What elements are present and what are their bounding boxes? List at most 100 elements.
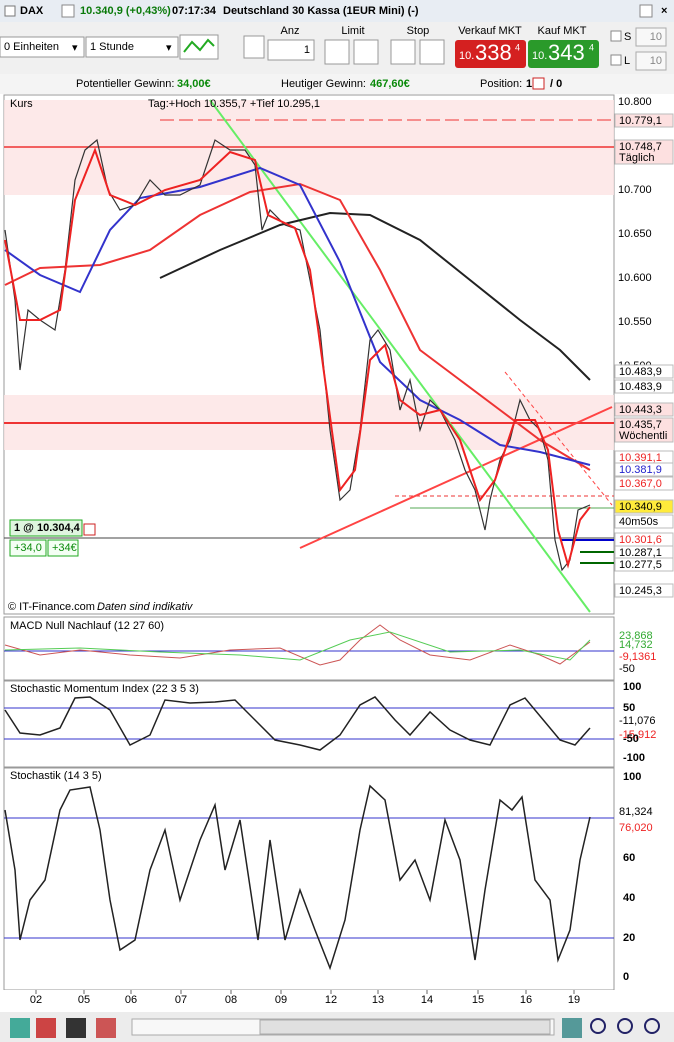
macd-tick: 14,732 bbox=[619, 639, 653, 651]
position-long: 1 bbox=[526, 78, 532, 90]
limit-sell[interactable] bbox=[353, 39, 379, 65]
buy-prefix: 10. bbox=[532, 50, 547, 62]
icon bbox=[183, 38, 215, 53]
tool-button[interactable] bbox=[562, 1018, 582, 1038]
price-marker-label: 10.748,7 bbox=[619, 141, 662, 153]
price-marker bbox=[614, 499, 674, 514]
note: Daten sind indikativ bbox=[97, 601, 194, 613]
smi-tick: -100 bbox=[623, 752, 645, 764]
dropdown-arrow: ▾ bbox=[166, 42, 172, 54]
smi-tick: -11,076 bbox=[619, 715, 656, 727]
moving-average bbox=[4, 166, 591, 466]
order-box[interactable] bbox=[9, 519, 83, 537]
sell-label: Verkauf MKT bbox=[458, 25, 522, 37]
price-marker bbox=[614, 557, 674, 572]
price-marker bbox=[614, 379, 674, 394]
title-bar bbox=[0, 0, 674, 22]
limit-buy[interactable] bbox=[324, 39, 350, 65]
today-label: Heutiger Gewinn: bbox=[281, 78, 366, 90]
smi-line bbox=[4, 696, 591, 751]
smi-tick: -50 bbox=[623, 733, 639, 745]
units: 0 Einheiten bbox=[4, 41, 59, 53]
close-position[interactable] bbox=[532, 77, 545, 90]
moving-average bbox=[159, 211, 591, 381]
stoch-panel bbox=[3, 767, 615, 991]
price-marker-label: 10.287,1 bbox=[619, 547, 662, 559]
zoom-fit[interactable] bbox=[590, 1018, 606, 1034]
l-input[interactable] bbox=[635, 51, 667, 71]
price-marker-label: 40m50s bbox=[619, 516, 659, 528]
scroll-thumb[interactable] bbox=[259, 1019, 551, 1035]
settings-button[interactable] bbox=[243, 35, 265, 59]
stoch-tick: 100 bbox=[623, 771, 641, 783]
menu-button[interactable] bbox=[61, 4, 75, 18]
trend-line bbox=[299, 406, 613, 549]
instrument: Deutschland 30 Kassa (1EUR Mini) (-) bbox=[223, 5, 419, 17]
tool-button[interactable] bbox=[66, 1018, 86, 1038]
stop-sell[interactable] bbox=[419, 39, 445, 65]
moving-average bbox=[4, 182, 591, 471]
stop-buy[interactable] bbox=[390, 39, 416, 65]
qty-input[interactable] bbox=[267, 39, 315, 61]
price-tick: 10.650 bbox=[618, 228, 652, 240]
price-line bbox=[4, 138, 591, 572]
restore-button[interactable] bbox=[639, 4, 653, 18]
tool-button[interactable] bbox=[10, 1018, 30, 1038]
tool-button[interactable] bbox=[36, 1018, 56, 1038]
s-check[interactable] bbox=[610, 30, 622, 42]
panel-title: Stochastik (14 3 5) bbox=[10, 770, 102, 782]
close-button[interactable]: × bbox=[661, 5, 667, 17]
price-marker-label: 10.340,9 bbox=[619, 501, 662, 513]
zoom-out[interactable] bbox=[617, 1018, 633, 1034]
panel-title: Stochastic Momentum Index (22 3 5 3) bbox=[10, 683, 199, 695]
quote: 10.340,9 (+0,43%) bbox=[80, 5, 171, 17]
day-info: Tag:+Hoch 10.355,7 +Tief 10.295,1 bbox=[148, 98, 320, 110]
fast-average bbox=[4, 147, 591, 569]
smi-tick: 100 bbox=[623, 681, 641, 693]
price-marker-label: 10.391,1 bbox=[619, 452, 662, 464]
x-tick-label: 15 bbox=[472, 994, 484, 1006]
limit-label: Limit bbox=[341, 25, 364, 37]
position-short: / 0 bbox=[550, 78, 562, 90]
price-marker-label: 10.443,3 bbox=[619, 404, 662, 416]
price-marker bbox=[614, 514, 674, 529]
checkbox[interactable] bbox=[4, 5, 16, 17]
pl-points: +34,0 bbox=[14, 542, 42, 554]
panel-title: Kurs bbox=[10, 98, 33, 110]
smi-tick: 50 bbox=[623, 702, 635, 714]
smi-panel bbox=[3, 680, 615, 768]
buy-suffix: 4 bbox=[589, 42, 594, 52]
price-marker bbox=[614, 583, 674, 598]
l-check[interactable] bbox=[610, 54, 622, 66]
smi-tick: -15,912 bbox=[619, 729, 656, 741]
buy-button[interactable] bbox=[528, 40, 599, 68]
price-marker bbox=[614, 113, 674, 128]
stoch-tick: 40 bbox=[623, 892, 635, 904]
macd-panel bbox=[3, 616, 615, 681]
today-value: 467,60€ bbox=[370, 78, 410, 90]
x-tick-label: 12 bbox=[325, 994, 337, 1006]
interval-dropdown[interactable] bbox=[85, 36, 179, 58]
sell-price: 338 bbox=[475, 40, 512, 65]
macd-tick: -50 bbox=[619, 663, 635, 675]
sell-button[interactable] bbox=[455, 40, 526, 68]
pl-money: +34€ bbox=[52, 542, 77, 554]
indicator-button[interactable] bbox=[179, 34, 219, 60]
x-tick-label: 16 bbox=[520, 994, 532, 1006]
price-tick: 10.700 bbox=[618, 184, 652, 196]
units-dropdown[interactable] bbox=[0, 36, 85, 58]
s-input[interactable] bbox=[635, 27, 667, 47]
x-tick-label: 07 bbox=[175, 994, 187, 1006]
x-tick-label: 14 bbox=[421, 994, 433, 1006]
zoom-in[interactable] bbox=[644, 1018, 660, 1034]
tool-button[interactable] bbox=[96, 1018, 116, 1038]
x-axis bbox=[0, 990, 674, 1012]
macd-tick: 23,868 bbox=[619, 630, 653, 642]
price-marker-label: 10.381,9 bbox=[619, 464, 662, 476]
price-tick: 10.600 bbox=[618, 272, 652, 284]
price-marker bbox=[614, 417, 674, 443]
order-cancel[interactable] bbox=[83, 523, 96, 536]
symbol: DAX bbox=[20, 5, 44, 17]
copyright: © IT-Finance.com bbox=[8, 601, 95, 613]
